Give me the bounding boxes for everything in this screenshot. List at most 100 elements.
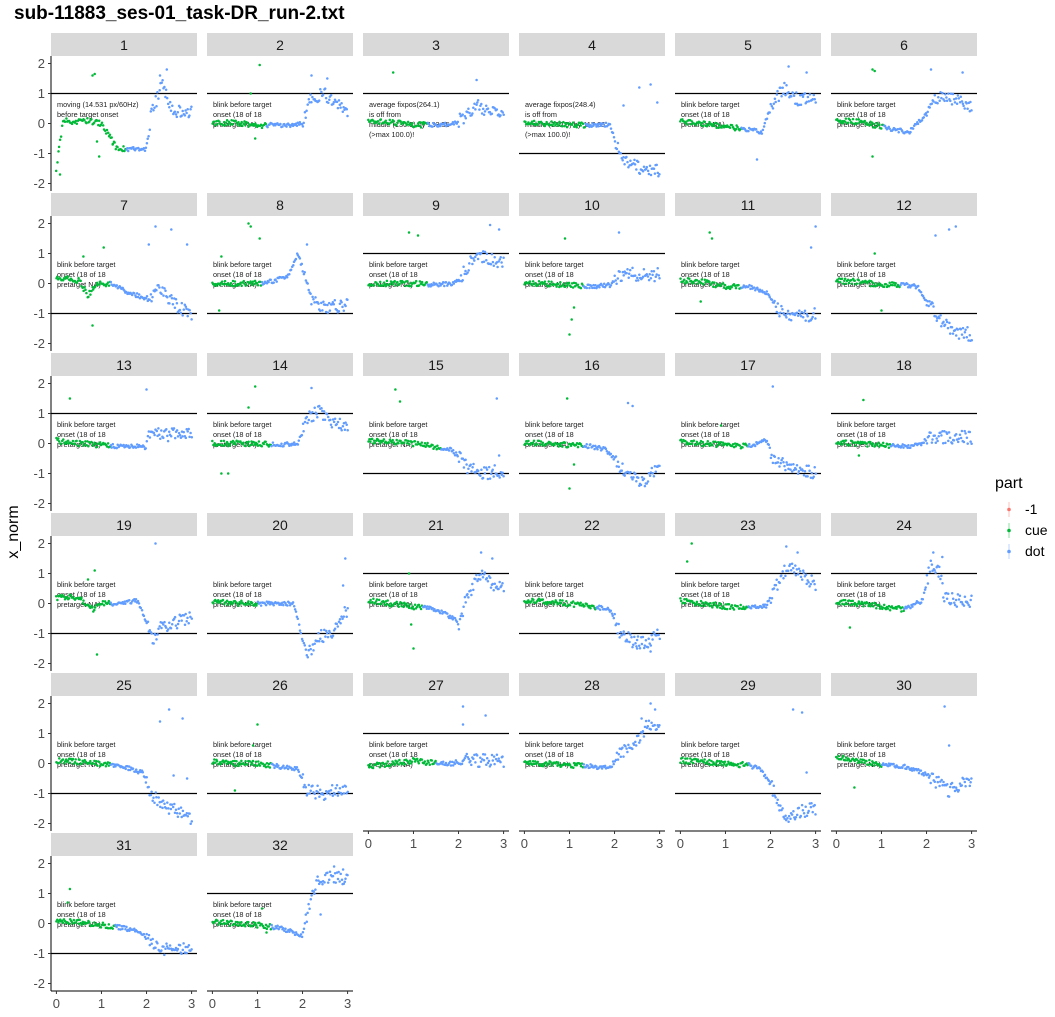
data-point bbox=[801, 569, 805, 572]
data-point bbox=[900, 444, 903, 448]
data-point bbox=[804, 319, 807, 322]
legend-key-cue-icon bbox=[1007, 523, 1011, 538]
data-point bbox=[183, 623, 187, 626]
data-point bbox=[150, 790, 153, 794]
data-point bbox=[600, 765, 603, 768]
annotation-line: onset (18 of 18 bbox=[57, 750, 106, 759]
data-point bbox=[969, 598, 972, 602]
data-point bbox=[301, 422, 305, 425]
data-point bbox=[784, 574, 787, 578]
data-point bbox=[292, 264, 295, 267]
data-point bbox=[909, 606, 912, 610]
data-point bbox=[921, 772, 925, 775]
data-point bbox=[243, 763, 246, 767]
annotation-line: blink before target bbox=[681, 420, 739, 429]
data-point bbox=[423, 442, 427, 445]
data-point bbox=[896, 128, 899, 131]
data-point bbox=[782, 92, 785, 95]
data-point bbox=[471, 465, 474, 469]
data-point bbox=[493, 106, 496, 110]
data-point bbox=[600, 447, 604, 451]
data-point bbox=[406, 123, 409, 126]
data-point bbox=[653, 708, 657, 711]
data-point bbox=[653, 464, 657, 468]
data-point bbox=[158, 433, 161, 436]
data-point bbox=[183, 114, 187, 117]
data-point bbox=[107, 599, 111, 603]
data-point bbox=[97, 283, 101, 286]
data-point bbox=[965, 336, 969, 339]
data-point bbox=[406, 120, 410, 124]
data-point bbox=[960, 600, 964, 604]
data-point bbox=[945, 432, 949, 435]
data-point bbox=[765, 603, 769, 607]
data-point bbox=[259, 284, 263, 287]
data-point bbox=[780, 304, 783, 308]
data-point bbox=[322, 410, 326, 413]
data-point bbox=[160, 949, 163, 952]
legend-key-neg1-icon bbox=[1007, 502, 1011, 517]
data-point bbox=[643, 644, 647, 647]
data-point bbox=[256, 600, 260, 604]
data-point bbox=[173, 306, 177, 310]
data-point bbox=[335, 622, 339, 626]
data-point bbox=[295, 766, 299, 769]
data-point bbox=[967, 778, 971, 782]
data-point bbox=[173, 811, 177, 815]
data-point bbox=[153, 801, 156, 804]
data-point bbox=[221, 918, 225, 922]
data-point bbox=[160, 429, 163, 432]
data-point bbox=[643, 725, 647, 729]
data-point bbox=[810, 471, 814, 475]
data-point bbox=[414, 279, 418, 283]
data-point bbox=[611, 614, 614, 618]
data-point bbox=[644, 719, 648, 723]
data-point bbox=[190, 318, 193, 321]
data-point bbox=[268, 603, 272, 606]
data-point bbox=[111, 143, 114, 146]
data-point bbox=[98, 760, 101, 764]
data-point bbox=[368, 762, 372, 766]
data-point bbox=[220, 255, 223, 258]
data-point bbox=[175, 301, 179, 305]
facet-strip bbox=[207, 353, 353, 376]
data-point bbox=[940, 574, 943, 578]
data-point bbox=[654, 275, 658, 279]
data-point bbox=[307, 648, 310, 652]
data-point bbox=[173, 436, 177, 440]
annotation-line: onset (18 of 18 bbox=[525, 430, 574, 439]
data-point bbox=[337, 99, 341, 102]
data-point bbox=[480, 102, 483, 106]
data-point bbox=[471, 262, 474, 266]
data-point bbox=[254, 760, 258, 763]
data-point bbox=[631, 747, 634, 751]
data-point bbox=[889, 283, 893, 287]
data-point bbox=[493, 582, 497, 585]
data-point bbox=[233, 441, 236, 444]
data-point bbox=[966, 325, 969, 329]
data-point bbox=[591, 764, 594, 767]
data-point bbox=[168, 947, 171, 950]
data-point bbox=[308, 644, 311, 648]
data-point bbox=[840, 443, 844, 446]
data-point bbox=[164, 88, 168, 92]
data-point bbox=[595, 125, 598, 128]
data-point bbox=[805, 313, 809, 316]
data-point bbox=[789, 468, 792, 471]
data-point bbox=[479, 474, 482, 477]
data-point bbox=[391, 71, 395, 74]
legend-label-neg1: -1 bbox=[1025, 501, 1038, 517]
data-point bbox=[447, 616, 451, 620]
data-point bbox=[174, 624, 178, 627]
data-point bbox=[964, 784, 967, 788]
data-point bbox=[221, 759, 225, 762]
data-point bbox=[489, 472, 493, 476]
data-point bbox=[804, 805, 807, 808]
data-point bbox=[100, 923, 104, 927]
data-point bbox=[304, 913, 308, 916]
data-point bbox=[646, 169, 650, 173]
data-point bbox=[466, 471, 469, 475]
data-point bbox=[955, 102, 959, 106]
